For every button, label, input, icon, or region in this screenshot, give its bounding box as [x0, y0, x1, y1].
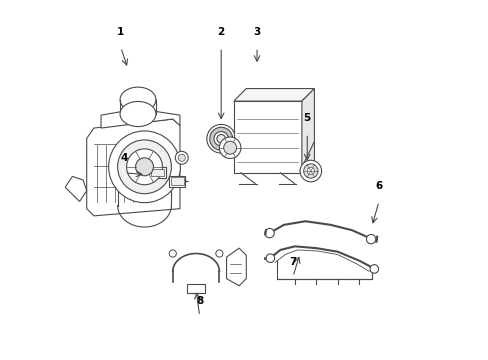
Circle shape	[223, 141, 236, 154]
Circle shape	[215, 250, 223, 257]
Circle shape	[209, 127, 232, 150]
Polygon shape	[226, 248, 246, 286]
Circle shape	[219, 137, 241, 158]
Circle shape	[135, 158, 153, 176]
Circle shape	[206, 125, 235, 153]
FancyBboxPatch shape	[149, 167, 165, 178]
FancyBboxPatch shape	[37, 187, 51, 216]
Text: 4: 4	[121, 153, 128, 163]
Polygon shape	[101, 109, 180, 128]
Circle shape	[108, 131, 180, 203]
Text: 1: 1	[117, 27, 124, 37]
Polygon shape	[301, 89, 314, 173]
Circle shape	[126, 149, 162, 185]
Circle shape	[306, 167, 314, 175]
Circle shape	[265, 254, 274, 262]
Polygon shape	[86, 119, 180, 216]
Text: 5: 5	[303, 113, 310, 123]
FancyBboxPatch shape	[151, 168, 163, 176]
Circle shape	[303, 164, 317, 178]
Circle shape	[217, 134, 225, 143]
Circle shape	[369, 265, 378, 273]
Polygon shape	[65, 176, 86, 202]
Ellipse shape	[120, 87, 156, 112]
Circle shape	[178, 154, 185, 161]
Circle shape	[264, 228, 274, 238]
Circle shape	[118, 140, 171, 194]
Polygon shape	[233, 89, 314, 101]
Circle shape	[175, 151, 188, 164]
FancyBboxPatch shape	[233, 101, 301, 173]
Circle shape	[214, 132, 228, 146]
Circle shape	[366, 234, 375, 244]
Text: 7: 7	[288, 257, 296, 267]
Text: 6: 6	[375, 181, 382, 192]
Text: 3: 3	[253, 27, 260, 37]
Text: 8: 8	[196, 296, 203, 306]
FancyBboxPatch shape	[171, 177, 183, 185]
Text: 2: 2	[217, 27, 224, 37]
Circle shape	[169, 250, 176, 257]
Ellipse shape	[120, 102, 156, 127]
FancyBboxPatch shape	[187, 284, 204, 293]
Circle shape	[300, 160, 321, 182]
FancyBboxPatch shape	[169, 176, 185, 187]
